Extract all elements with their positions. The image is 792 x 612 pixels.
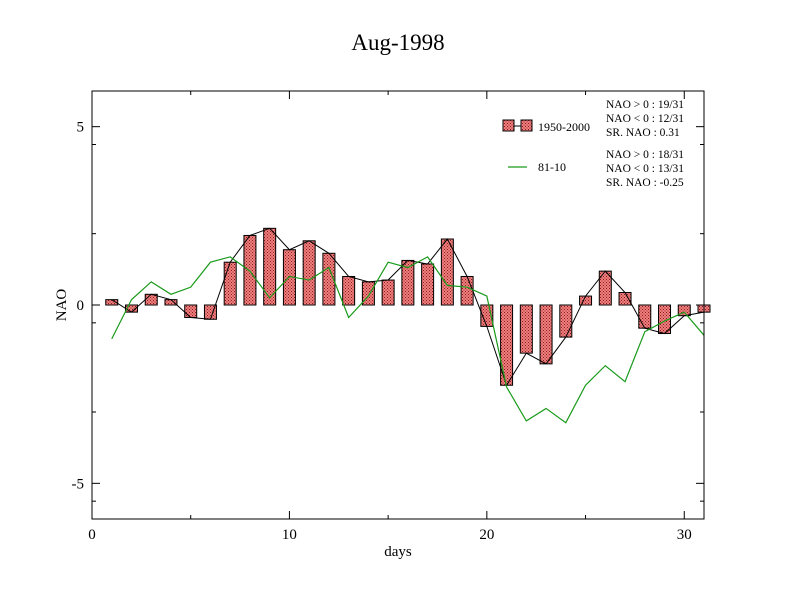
chart-title: Aug-1998 xyxy=(351,30,444,55)
y-axis-label: NAO xyxy=(54,289,70,322)
bar-day-27 xyxy=(618,292,632,306)
x-tick-label: 20 xyxy=(479,527,494,543)
legend-swatch-1950-2000-b xyxy=(520,119,533,132)
series-1950-2000-line xyxy=(111,227,705,387)
stat-line: NAO < 0 : 12/31 xyxy=(606,113,684,125)
bar-day-4 xyxy=(164,299,178,306)
bar-day-22 xyxy=(519,304,533,354)
bar-day-24 xyxy=(559,304,573,338)
bar-day-17 xyxy=(421,263,435,306)
legend: 1950-2000 81-10 NAO > 0 : 19/31 NAO < 0 : 1… xyxy=(502,99,684,189)
y-tick-label: -5 xyxy=(72,476,85,492)
legend-swatch-1950-2000 xyxy=(502,119,515,132)
legend-label-81-10: 81-10 xyxy=(538,160,566,174)
stat-line: NAO < 0 : 13/31 xyxy=(606,163,684,175)
bar-day-28 xyxy=(638,304,652,329)
bar-day-5 xyxy=(184,304,198,318)
plot-area xyxy=(105,227,711,424)
y-tick-label: 5 xyxy=(77,120,85,136)
x-axis-label: days xyxy=(384,544,412,560)
x-tick-label: 10 xyxy=(282,527,297,543)
x-tick-label: 30 xyxy=(677,527,692,543)
stat-line: SR. NAO : 0.31 xyxy=(606,127,680,139)
series-81-10-line xyxy=(111,256,705,424)
axes: 0 10 20 30 -5 0 5 xyxy=(72,91,704,543)
bar-day-19 xyxy=(460,275,474,306)
stat-line: NAO > 0 : 19/31 xyxy=(606,99,684,111)
bar-day-8 xyxy=(243,234,257,306)
bar-day-14 xyxy=(361,281,375,306)
legend-label-1950-2000: 1950-2000 xyxy=(538,120,590,134)
bar-day-18 xyxy=(440,238,454,306)
bar-day-11 xyxy=(302,240,316,306)
bar-day-13 xyxy=(342,275,356,306)
bar-day-15 xyxy=(381,279,395,306)
stat-line: SR. NAO : -0.25 xyxy=(606,177,684,189)
stat-line: NAO > 0 : 18/31 xyxy=(606,149,684,161)
x-tick-label: 0 xyxy=(88,527,96,543)
bar-day-23 xyxy=(539,304,553,365)
y-tick-label: 0 xyxy=(77,298,85,314)
bar-day-7 xyxy=(223,261,237,306)
